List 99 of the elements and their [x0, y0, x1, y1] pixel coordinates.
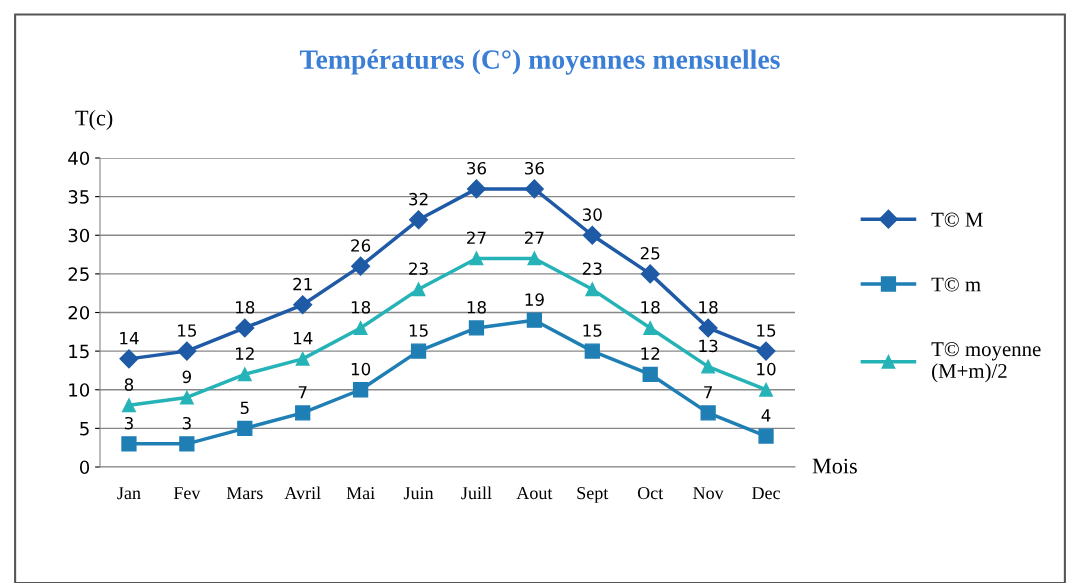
y-tick-label: 15: [69, 344, 89, 359]
data-label: 30: [582, 208, 602, 221]
point: [466, 179, 486, 199]
data-label: 23: [582, 262, 602, 275]
point: [584, 343, 600, 359]
x-tick-label: Mai: [346, 487, 375, 500]
data-label: 18: [351, 301, 371, 314]
data-label: 18: [641, 301, 660, 314]
y-tick-label: 20: [68, 305, 90, 320]
point: [411, 282, 426, 297]
point: [701, 359, 716, 374]
data-label: 36: [467, 161, 487, 175]
point: [295, 351, 310, 366]
x-tick-label: Juin: [403, 487, 434, 500]
point: [758, 428, 774, 444]
data-label: 7: [704, 386, 712, 399]
legend-label: T© moyenne (M+m)/2: [931, 342, 1041, 383]
point: [409, 210, 429, 230]
x-tick-label: Mars: [226, 487, 263, 500]
y-tick-label: 10: [69, 383, 90, 397]
data-label: 12: [641, 347, 660, 360]
point: [237, 420, 253, 437]
data-label: 15: [409, 324, 428, 337]
data-label: 23: [409, 262, 428, 275]
y-tick-label: 30: [68, 228, 90, 243]
data-label: 8: [124, 378, 134, 391]
point: [756, 341, 776, 361]
data-label: 15: [583, 324, 602, 337]
data-label: 4: [761, 409, 771, 422]
data-label: 7: [298, 386, 307, 399]
data-label: 14: [120, 332, 139, 345]
x-tick-label: Dec: [752, 487, 781, 500]
data-label: 15: [178, 324, 197, 337]
data-label: 18: [236, 301, 255, 314]
point: [353, 321, 368, 335]
y-tick-label: 35: [68, 190, 89, 204]
x-tick-label: Nov: [693, 487, 724, 500]
data-label: 15: [757, 324, 776, 337]
point: [352, 382, 369, 398]
point: [642, 366, 658, 382]
point: [469, 251, 484, 266]
point: [640, 264, 660, 284]
point: [527, 251, 542, 266]
data-label: 10: [351, 362, 371, 376]
x-tick-label: Avril: [284, 486, 321, 500]
data-label: 21: [293, 277, 312, 291]
y-tick-label: 5: [80, 422, 89, 436]
data-label: 19: [525, 293, 544, 306]
point: [585, 282, 600, 297]
point: [700, 405, 716, 421]
data-label: 32: [409, 192, 428, 206]
legend-label: T© M: [931, 212, 983, 227]
x-tick-label: Jan: [117, 487, 141, 500]
point: [122, 398, 136, 413]
y-axis-title: T(c): [75, 109, 113, 131]
point: [293, 295, 313, 315]
data-label: 36: [525, 161, 544, 175]
point: [410, 343, 427, 359]
point: [698, 318, 718, 338]
y-tick-label: 40: [68, 151, 90, 166]
x-tick-label: Aout: [516, 487, 553, 500]
data-label: 25: [640, 246, 660, 260]
data-label: 18: [699, 301, 718, 314]
y-tick-label: 25: [68, 267, 89, 281]
data-label: 9: [182, 370, 192, 384]
point: [759, 382, 773, 397]
point: [468, 320, 485, 336]
data-label: 27: [524, 231, 544, 244]
y-tick-label: 0: [79, 460, 90, 475]
data-label: 5: [240, 401, 249, 415]
chart-title: Températures (C°) moyennes mensuelles: [299, 49, 780, 75]
point: [237, 367, 252, 382]
point: [295, 405, 311, 421]
data-label: 3: [182, 416, 191, 430]
point: [524, 179, 544, 199]
data-label: 13: [699, 339, 718, 353]
point: [121, 436, 137, 452]
x-tick-label: Fev: [173, 487, 201, 500]
data-label: 27: [467, 231, 486, 244]
point: [351, 256, 371, 276]
point: [177, 341, 197, 361]
data-label: 12: [236, 347, 254, 360]
point: [119, 349, 139, 369]
data-label: 26: [351, 239, 371, 252]
x-tick-label: Oct: [637, 487, 664, 500]
data-label: 10: [757, 362, 776, 376]
point: [235, 318, 255, 338]
point: [526, 312, 543, 328]
x-tick-label: Sept: [577, 487, 609, 503]
point: [582, 225, 602, 245]
legend-label: T© m: [931, 277, 981, 292]
point: [643, 321, 658, 335]
data-label: 3: [124, 416, 133, 430]
x-axis-title: Mois: [812, 458, 857, 474]
data-label: 14: [293, 332, 313, 345]
data-label: 18: [467, 301, 486, 314]
point: [179, 390, 194, 405]
x-tick-label: Juill: [461, 486, 492, 500]
point: [179, 436, 195, 452]
